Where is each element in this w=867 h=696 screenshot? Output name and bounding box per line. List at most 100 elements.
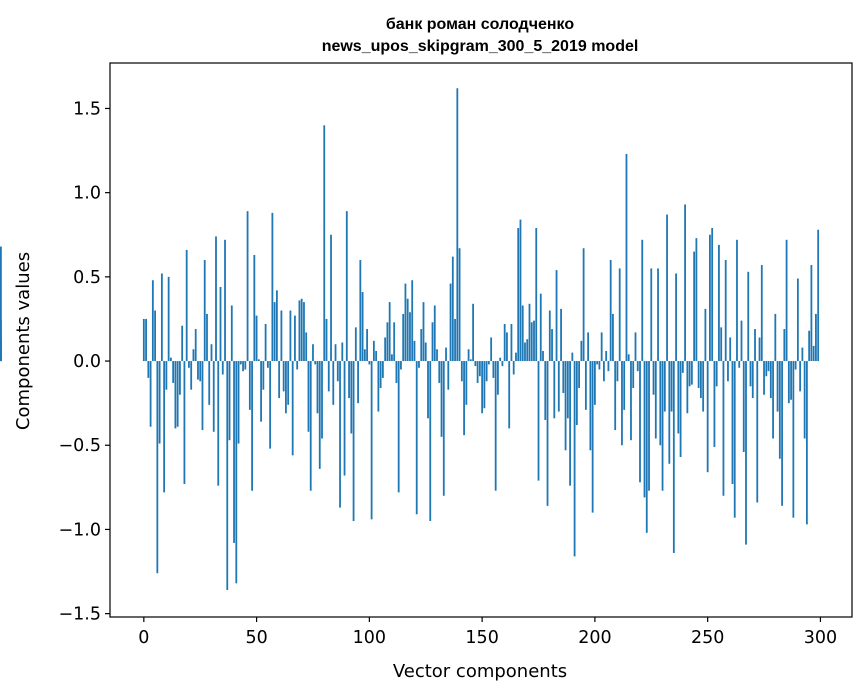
- bar-48: [251, 361, 253, 491]
- bar-243: [690, 361, 693, 385]
- y-tick-label: 1.0: [73, 184, 101, 204]
- bar-225: [650, 268, 653, 362]
- bar-163: [510, 324, 513, 362]
- bar-100: [368, 361, 371, 365]
- bar-152: [485, 361, 488, 382]
- bar-51: [257, 359, 260, 362]
- bar-264: [738, 361, 741, 368]
- bar-170: [526, 339, 529, 362]
- bar-73: [307, 361, 310, 432]
- bar-241: [686, 361, 689, 414]
- bar-23: [194, 329, 197, 362]
- bar-162: [508, 361, 511, 429]
- bar-142: [463, 361, 465, 436]
- bar-291: [799, 361, 802, 392]
- bar-80: [323, 125, 326, 362]
- bar-197: [587, 332, 590, 362]
- bar-74: [309, 361, 312, 491]
- bar-144: [467, 349, 470, 362]
- bar-87: [339, 361, 341, 508]
- x-axis-ticks: 0 50 100 150 200 250 300: [138, 617, 837, 648]
- bar-126: [427, 361, 429, 419]
- bar-204: [603, 361, 605, 382]
- bar-176: [539, 293, 542, 362]
- bar-109: [388, 302, 391, 362]
- bar-288: [792, 361, 795, 518]
- bar-76: [314, 361, 317, 365]
- bar-168: [521, 305, 524, 362]
- bar-146: [472, 303, 474, 362]
- bar-257: [722, 361, 725, 496]
- bar-115: [402, 313, 405, 362]
- bar-135: [447, 361, 450, 390]
- bar-1: [145, 318, 147, 362]
- bar-227: [654, 361, 657, 439]
- bar-285: [785, 239, 788, 362]
- bar-208: [612, 313, 614, 362]
- bar-177: [542, 350, 544, 362]
- bar-14: [174, 361, 177, 429]
- bar-7: [158, 361, 161, 444]
- y-axis-ticks: −1.5 −1.0 −0.5 0.0 0.5 1.0 1.5: [59, 99, 110, 625]
- bar-287: [790, 361, 792, 400]
- bar-274: [760, 265, 763, 362]
- bar-19: [185, 249, 188, 362]
- bar-234: [670, 361, 673, 412]
- bar-36: [224, 239, 226, 362]
- bar-92: [350, 361, 353, 434]
- bar-270: [751, 361, 754, 399]
- bar-37: [226, 361, 229, 591]
- bar-86: [336, 361, 339, 382]
- bar-151: [483, 361, 486, 409]
- bar-145: [469, 359, 472, 362]
- bar-276: [765, 361, 768, 377]
- bar-290: [796, 278, 799, 362]
- bar-132: [440, 361, 443, 437]
- bar-9: [163, 361, 166, 493]
- bar-2: [147, 361, 150, 378]
- bar-292: [801, 347, 804, 362]
- bar-41: [235, 361, 238, 584]
- bar-248: [702, 361, 705, 412]
- bar-8: [160, 273, 163, 362]
- bar-210: [616, 361, 619, 382]
- bar-154: [490, 337, 493, 362]
- bar-119: [411, 280, 414, 362]
- bar-104: [377, 361, 380, 412]
- bar-156: [494, 361, 497, 491]
- bar-26: [201, 361, 204, 431]
- bar-39: [230, 305, 233, 362]
- bar-95: [357, 361, 359, 404]
- bar-75: [312, 344, 314, 362]
- bar-38: [228, 361, 231, 441]
- bar-206: [607, 361, 610, 372]
- bar-214: [625, 153, 628, 362]
- bar-137: [451, 256, 454, 362]
- bar-31: [212, 361, 215, 432]
- bar-255: [718, 244, 720, 362]
- bar-13: [172, 361, 175, 383]
- bar-134: [445, 347, 447, 362]
- bar-58: [273, 302, 276, 362]
- bar-97: [361, 292, 364, 362]
- bar-103: [375, 350, 378, 362]
- bar-286: [787, 361, 790, 404]
- bar-161: [506, 332, 508, 362]
- bar-245: [695, 238, 698, 362]
- x-tick-label: 200: [578, 628, 611, 648]
- y-tick-label: −1.0: [59, 520, 102, 540]
- bar-215: [627, 354, 630, 362]
- bar-192: [575, 361, 578, 426]
- y-tick-label: 0.0: [73, 352, 101, 372]
- bar-251: [709, 234, 711, 362]
- bar-247: [699, 361, 702, 399]
- bar-209: [614, 361, 617, 431]
- bar-0: [142, 318, 145, 362]
- bar-141: [460, 361, 463, 382]
- bar-194: [580, 340, 583, 362]
- bar-171: [528, 303, 531, 362]
- bar-71: [303, 302, 305, 362]
- bar-64: [287, 361, 290, 405]
- bar-263: [736, 239, 738, 362]
- bar-266: [742, 361, 745, 452]
